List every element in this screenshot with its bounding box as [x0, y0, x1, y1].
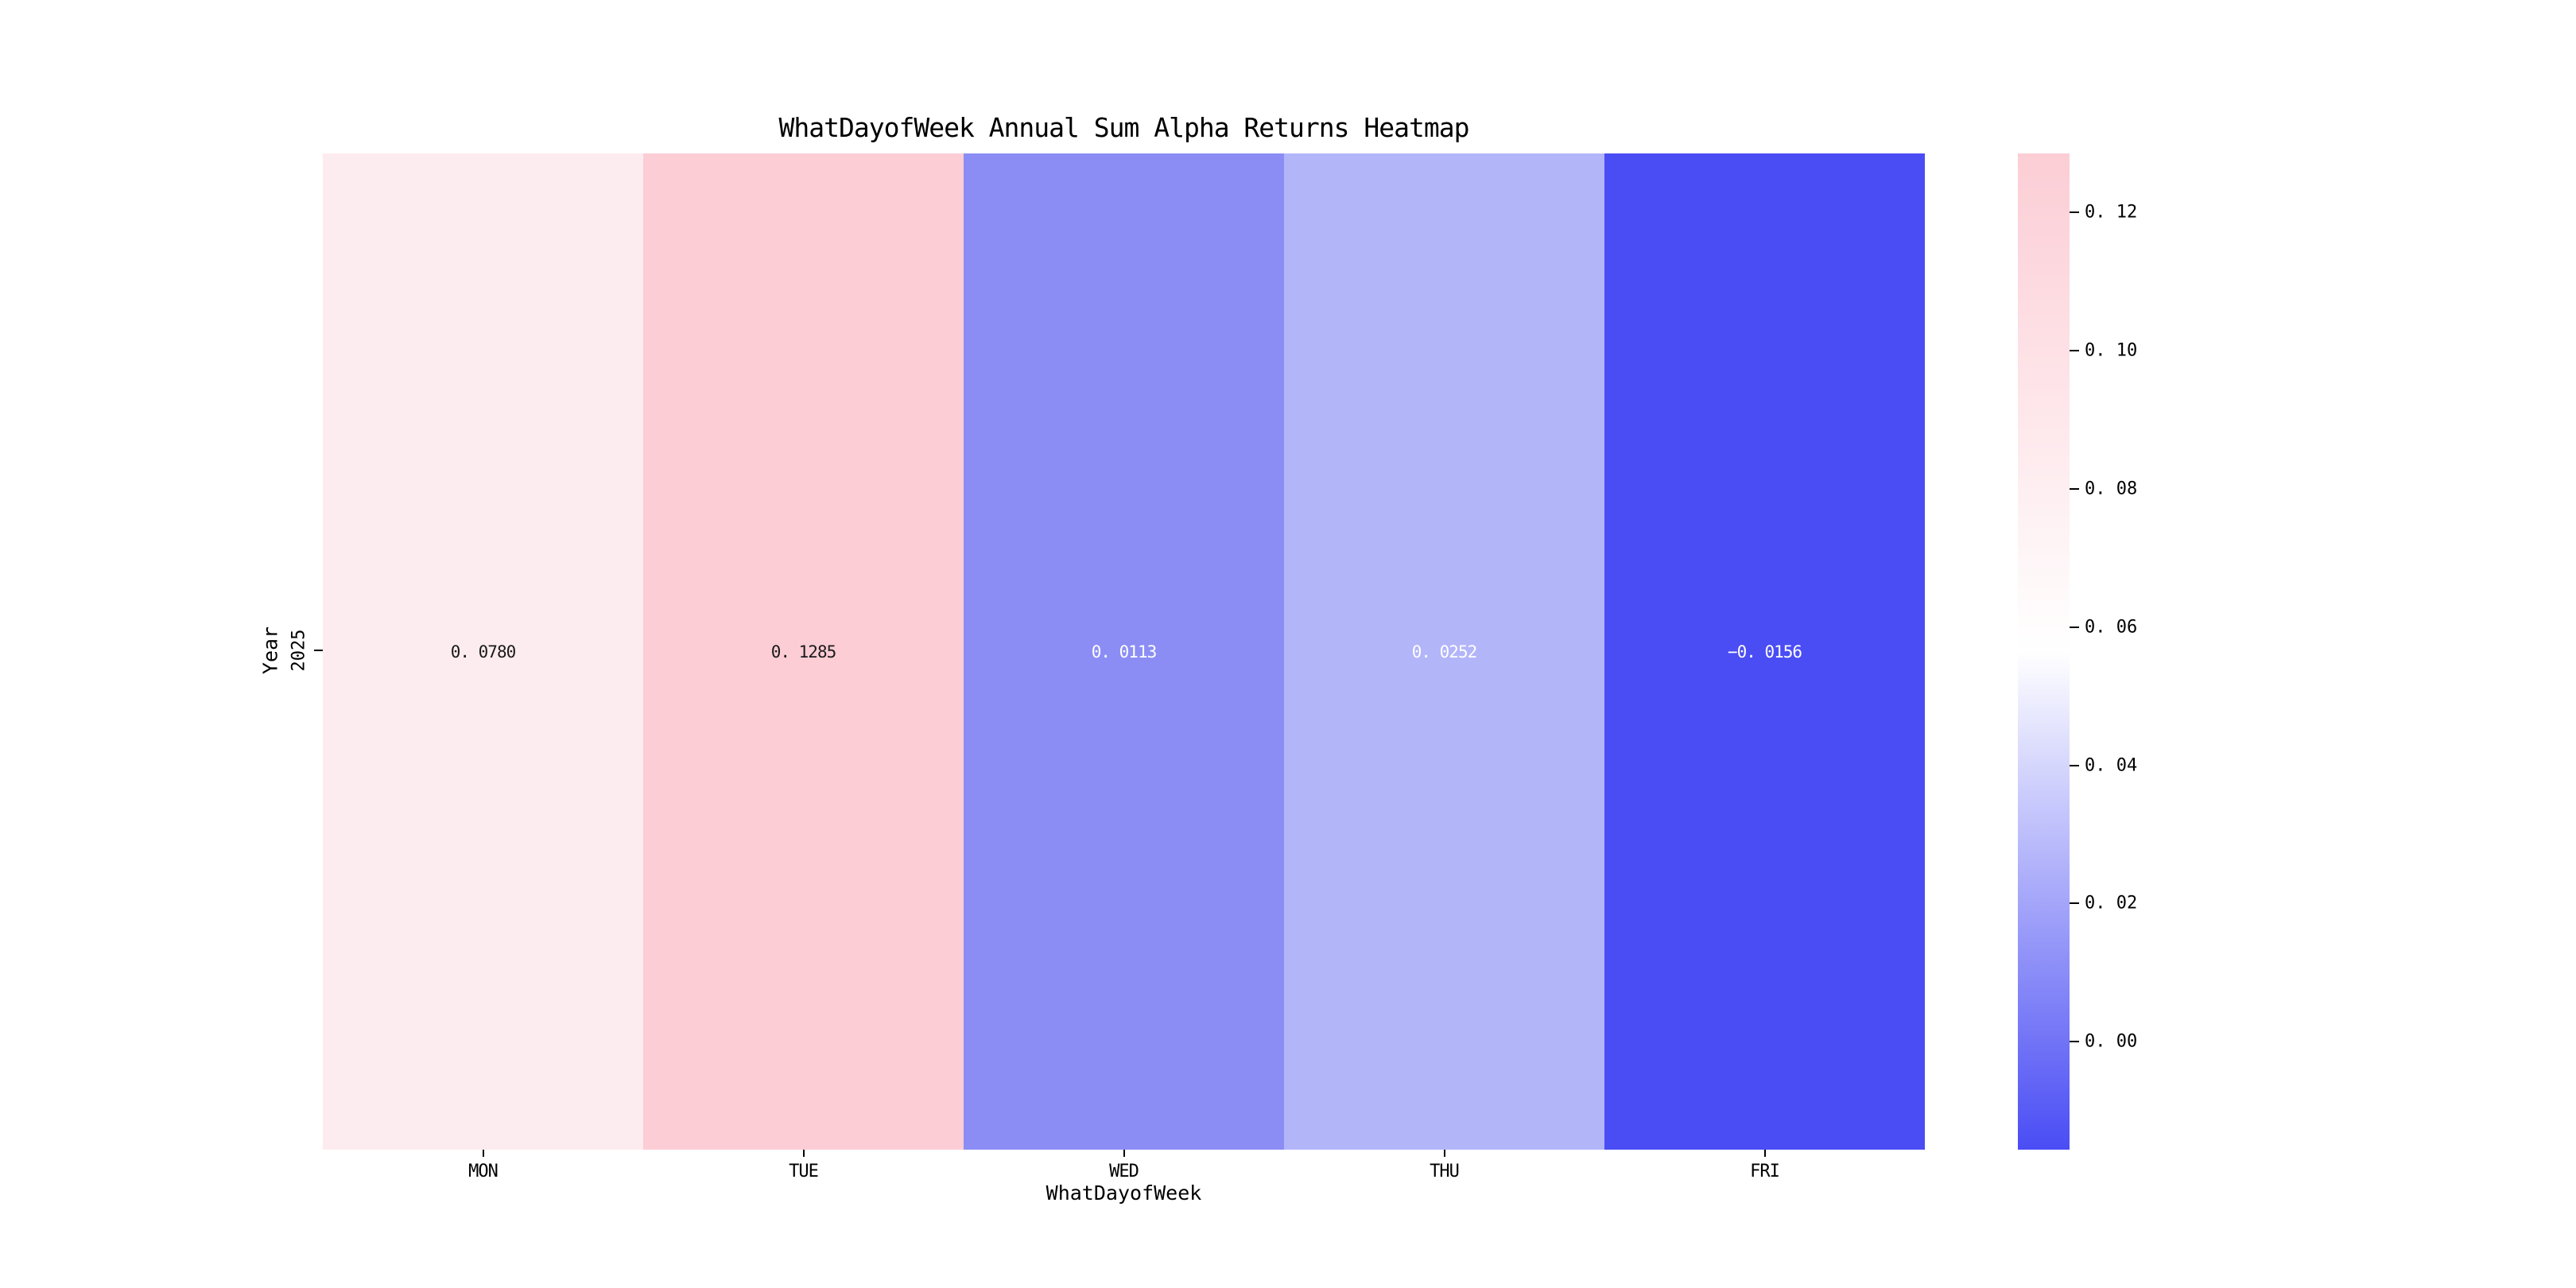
heatmap-grid: 0. 0780 0. 1285 0. 0113 0. 0252 −0. 0156: [323, 153, 1925, 1150]
y-axis-label: Year: [258, 626, 282, 675]
x-tick-fri: FRI: [1604, 1150, 1925, 1181]
colorbar-tick-mark-008: [2070, 487, 2079, 490]
y-tick-mark: [314, 650, 323, 651]
colorbar-tick-label-004: 0. 04: [2085, 755, 2138, 776]
heatmap-cell-fri: −0. 0156: [1604, 153, 1925, 1150]
x-tick-label-wed: WED: [1109, 1162, 1139, 1181]
colorbar-tick-mark-006: [2070, 626, 2079, 628]
colorbar-tick-label-008: 0. 08: [2085, 479, 2138, 499]
colorbar-tick-label-002: 0. 02: [2085, 893, 2138, 914]
x-tick-label-thu: THU: [1430, 1162, 1460, 1181]
x-tick-mon: MON: [323, 1150, 643, 1181]
colorbar-tick-label-010: 0. 10: [2085, 340, 2138, 361]
x-tick-mark-wed: [1123, 1150, 1125, 1157]
colorbar-tick-label-006: 0. 06: [2085, 617, 2138, 638]
x-tick-label-mon: MON: [468, 1162, 499, 1181]
x-tick-mark-fri: [1763, 1150, 1766, 1157]
colorbar-tick-container: 0. 12 0. 10 0. 08 0. 06 0. 04 0. 02 0. 00: [2018, 153, 2137, 1150]
colorbar-tick-mark-004: [2070, 764, 2079, 766]
cell-value-fri: −0. 0156: [1727, 642, 1802, 661]
x-axis-label: WhatDayofWeek: [1046, 1181, 1202, 1205]
cell-value-tue: 0. 1285: [770, 642, 837, 661]
colorbar-gradient: [2018, 153, 2070, 1150]
heatmap-cell-mon: 0. 0780: [323, 153, 643, 1150]
colorbar-tick-label-000: 0. 00: [2085, 1031, 2138, 1052]
y-tick-label-2025: 2025: [289, 629, 309, 672]
chart-title: WhatDayofWeek Annual Sum Alpha Returns H…: [778, 112, 1470, 143]
colorbar-tick-mark-010: [2070, 349, 2079, 351]
x-axis-tick-row: MON TUE WED THU FRI: [323, 1150, 1925, 1181]
x-tick-mark-tue: [802, 1150, 805, 1157]
x-tick-thu: THU: [1284, 1150, 1604, 1181]
cell-value-mon: 0. 0780: [450, 642, 517, 661]
colorbar-tick-mark-012: [2070, 211, 2079, 213]
cell-value-wed: 0. 0113: [1091, 642, 1158, 661]
x-tick-tue: TUE: [643, 1150, 964, 1181]
heatmap-cell-wed: 0. 0113: [964, 153, 1284, 1150]
heatmap-cell-thu: 0. 0252: [1284, 153, 1604, 1150]
x-tick-mark-thu: [1443, 1150, 1445, 1157]
x-tick-mark-mon: [482, 1150, 484, 1157]
colorbar-tick-mark-002: [2070, 902, 2079, 905]
colorbar-tick-label-012: 0. 12: [2085, 202, 2138, 223]
colorbar-tick-mark-000: [2070, 1041, 2079, 1043]
x-tick-label-fri: FRI: [1750, 1162, 1780, 1181]
cell-value-thu: 0. 0252: [1411, 642, 1478, 661]
heatmap-cell-tue: 0. 1285: [643, 153, 964, 1150]
x-tick-label-tue: TUE: [789, 1162, 819, 1181]
x-tick-wed: WED: [964, 1150, 1284, 1181]
